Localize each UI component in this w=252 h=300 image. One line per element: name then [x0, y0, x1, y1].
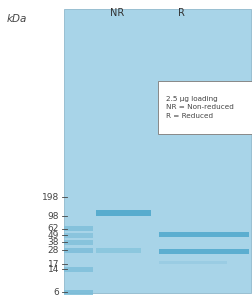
Text: 38: 38	[48, 238, 59, 247]
Text: 28: 28	[48, 246, 59, 255]
Bar	[96, 248, 141, 253]
Bar	[64, 267, 93, 272]
Text: 2.5 μg loading
NR = Non-reduced
R = Reduced: 2.5 μg loading NR = Non-reduced R = Redu…	[166, 96, 234, 119]
Bar	[96, 210, 151, 216]
Bar	[159, 261, 227, 264]
Text: kDa: kDa	[6, 14, 26, 23]
Bar	[159, 249, 249, 254]
FancyBboxPatch shape	[158, 81, 252, 134]
Bar	[64, 9, 251, 292]
Text: 62: 62	[48, 224, 59, 233]
Bar	[64, 226, 93, 231]
Text: NR: NR	[110, 8, 124, 17]
Bar	[64, 240, 93, 244]
Bar	[64, 233, 93, 238]
Bar	[64, 290, 93, 295]
Text: 17: 17	[48, 260, 59, 268]
Text: 14: 14	[48, 265, 59, 274]
Text: 6: 6	[53, 288, 59, 297]
Bar	[159, 232, 249, 237]
Text: 198: 198	[42, 193, 59, 202]
Text: R: R	[178, 8, 185, 17]
Bar	[64, 248, 93, 253]
Text: 98: 98	[48, 212, 59, 221]
Text: 49: 49	[48, 231, 59, 240]
